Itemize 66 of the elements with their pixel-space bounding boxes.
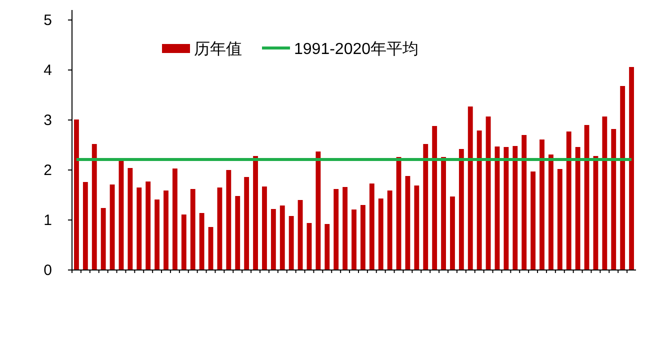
bar: [432, 126, 438, 270]
bar: [74, 120, 79, 270]
bar: [387, 190, 392, 270]
bar: [414, 186, 420, 270]
bar: [423, 144, 428, 270]
bar: [458, 149, 464, 270]
bar: [629, 67, 634, 270]
bar: [575, 147, 580, 270]
bar: [280, 206, 285, 270]
bar: [352, 210, 356, 270]
bar: [164, 190, 168, 270]
bar: [270, 209, 276, 270]
bar: [602, 116, 608, 270]
bar: [566, 132, 572, 270]
bar: [504, 147, 509, 270]
bar: [611, 129, 616, 270]
bar: [128, 168, 133, 270]
bar: [262, 186, 267, 270]
bar: [530, 172, 536, 270]
bar: [253, 156, 258, 270]
bar: [208, 227, 214, 270]
bar: [288, 216, 294, 270]
bar: [334, 189, 339, 270]
y-tick-label: 2: [44, 162, 52, 179]
bar: [172, 168, 178, 270]
y-tick-label: 1: [44, 212, 52, 229]
bar: [226, 170, 232, 270]
bar: [100, 208, 106, 270]
bar: [548, 154, 554, 270]
bar: [540, 140, 544, 270]
bar: [235, 196, 240, 270]
bar: [378, 198, 384, 270]
bar: [136, 188, 142, 270]
bar: [557, 169, 562, 270]
bar: [620, 86, 626, 270]
bar: [316, 152, 321, 270]
bar: [298, 200, 303, 270]
bar: [441, 157, 446, 270]
bar: [405, 176, 410, 270]
bar: [468, 106, 473, 270]
legend-label: 1991-2020年平均: [294, 41, 419, 58]
bar: [324, 224, 330, 270]
y-tick-label: 4: [44, 62, 52, 79]
bar: [360, 205, 366, 270]
y-tick-label: 3: [44, 112, 52, 129]
y-tick-label: 0: [44, 262, 52, 279]
bar: [369, 184, 374, 270]
bar: [306, 223, 312, 270]
bar: [181, 214, 186, 270]
bar: [512, 146, 518, 270]
bar: [146, 182, 151, 270]
bar: [118, 160, 124, 270]
bar: [199, 213, 204, 270]
bar: [154, 200, 160, 270]
bar: [244, 177, 250, 270]
bar: [190, 189, 196, 270]
bar: [342, 187, 348, 270]
legend-label: 历年值: [194, 41, 242, 58]
bar: [450, 196, 455, 270]
bar: [92, 144, 97, 270]
bar: [82, 182, 88, 270]
bar: [217, 188, 222, 270]
y-tick-label: 5: [44, 12, 52, 29]
bar: [476, 130, 482, 270]
bar: [522, 135, 527, 270]
bar: [110, 184, 115, 270]
